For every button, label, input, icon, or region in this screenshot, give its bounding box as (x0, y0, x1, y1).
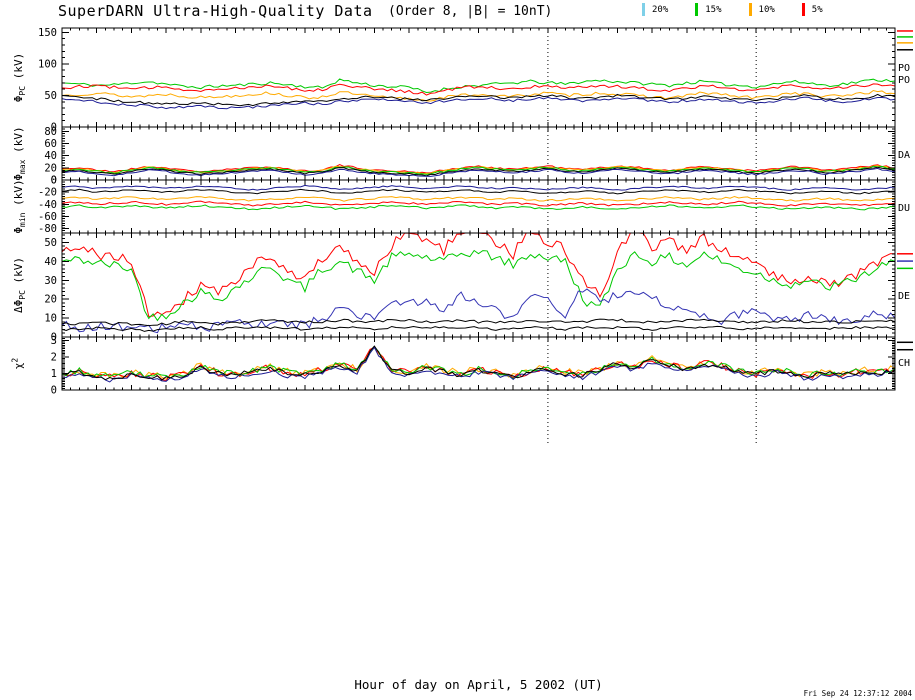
series-dusk-orange (62, 196, 895, 201)
y-tick-label: 2 (51, 351, 57, 363)
y-tick-label: 0 (51, 175, 57, 187)
legend-item: 15% (695, 3, 721, 16)
y-tick-label: 50 (44, 90, 57, 102)
y-axis-label: χ2 (11, 358, 26, 370)
series-dusk-navy (62, 185, 895, 190)
y-tick-label: -80 (38, 223, 57, 235)
y-tick-label: -20 (38, 187, 57, 199)
legend-item: 10% (749, 3, 775, 16)
page-subtitle: (Order 8, |B| = 10nT) (388, 4, 552, 19)
series-chi-black (62, 346, 895, 380)
y-tick-label: 20 (44, 162, 57, 174)
y-tick-label: 30 (44, 275, 57, 287)
y-tick-label: -40 (38, 199, 57, 211)
y-tick-label: -60 (38, 211, 57, 223)
y-axis-label: Φmax (kV) (12, 126, 27, 180)
timestamp: Fri Sep 24 12:37:12 2004 (804, 689, 912, 698)
panel-phi-pc: 050100150ΦPC (kV)POPO (12, 27, 913, 134)
y-tick-label: 60 (44, 138, 57, 150)
page-title: SuperDARN Ultra-High-Quality Data (58, 2, 373, 20)
legend-swatch (695, 3, 698, 16)
y-axis-label: Φmin (kV) (12, 179, 27, 233)
y-tick-label: 20 (44, 294, 57, 306)
right-panel-label: DU (898, 203, 910, 214)
series-delta-black-lower (62, 326, 895, 331)
y-tick-label: 150 (38, 27, 57, 39)
legend-label: 20% (652, 5, 668, 15)
legend-item: 5% (802, 3, 823, 16)
series-dusk-green (62, 205, 895, 210)
y-axis-label: ΦPC (kV) (12, 53, 27, 102)
panel-delta-phi-pc: 01020304050ΔΦPC (kV)DE (12, 233, 913, 344)
right-panel-label: PO (898, 75, 910, 86)
panel-dawn-dusk-ratio (548, 390, 756, 443)
right-panel-label: DE (898, 291, 910, 302)
legend-label: 5% (812, 5, 823, 15)
y-tick-label: 10 (44, 313, 57, 325)
panel-chi-squared: 0 1 2 3 χ2 CH (11, 335, 914, 397)
series-pot-red (62, 84, 895, 95)
right-panel-label: DA (898, 150, 910, 161)
series-delta-green (62, 251, 895, 321)
right-panel-label: CH (898, 358, 910, 369)
legend-item: 20% (642, 3, 668, 16)
y-tick-label: 3 (51, 335, 57, 347)
y-tick-label: 100 (38, 58, 57, 70)
y-tick-label: 80 (44, 126, 57, 138)
legend-label: 10% (759, 5, 775, 15)
panel-phi-max: 020406080 Φmax (kV) DA (12, 126, 910, 187)
legend-swatch (642, 3, 645, 16)
legend-swatch (749, 3, 752, 16)
superdarn-uhq-plot: 050100150ΦPC (kV)POPO020406080Φmax (kV)D… (0, 0, 915, 700)
y-tick-label: 50 (44, 237, 57, 249)
series-dusk-red (62, 201, 895, 206)
legend-label: 15% (705, 5, 721, 15)
percent-legend: 20% 15% 10% 5% (642, 3, 823, 16)
series-dusk-black (62, 189, 895, 194)
y-axis-label: ΔΦPC (kV) (12, 257, 27, 313)
legend-swatch (802, 3, 805, 16)
x-axis-label: Hour of day on April, 5 2002 (UT) (62, 677, 895, 692)
series-chi-navy (62, 347, 895, 382)
panel-phi-min: -80-60-40-200 Φmin (kV) DU (12, 175, 910, 236)
chart-canvas: 050100150ΦPC (kV)POPO020406080Φmax (kV)D… (0, 0, 915, 700)
right-panel-label: PO (898, 63, 910, 74)
y-tick-label: 0 (51, 385, 57, 397)
y-tick-label: 40 (44, 150, 57, 162)
y-tick-label: 40 (44, 256, 57, 268)
y-tick-label: 1 (51, 368, 57, 380)
